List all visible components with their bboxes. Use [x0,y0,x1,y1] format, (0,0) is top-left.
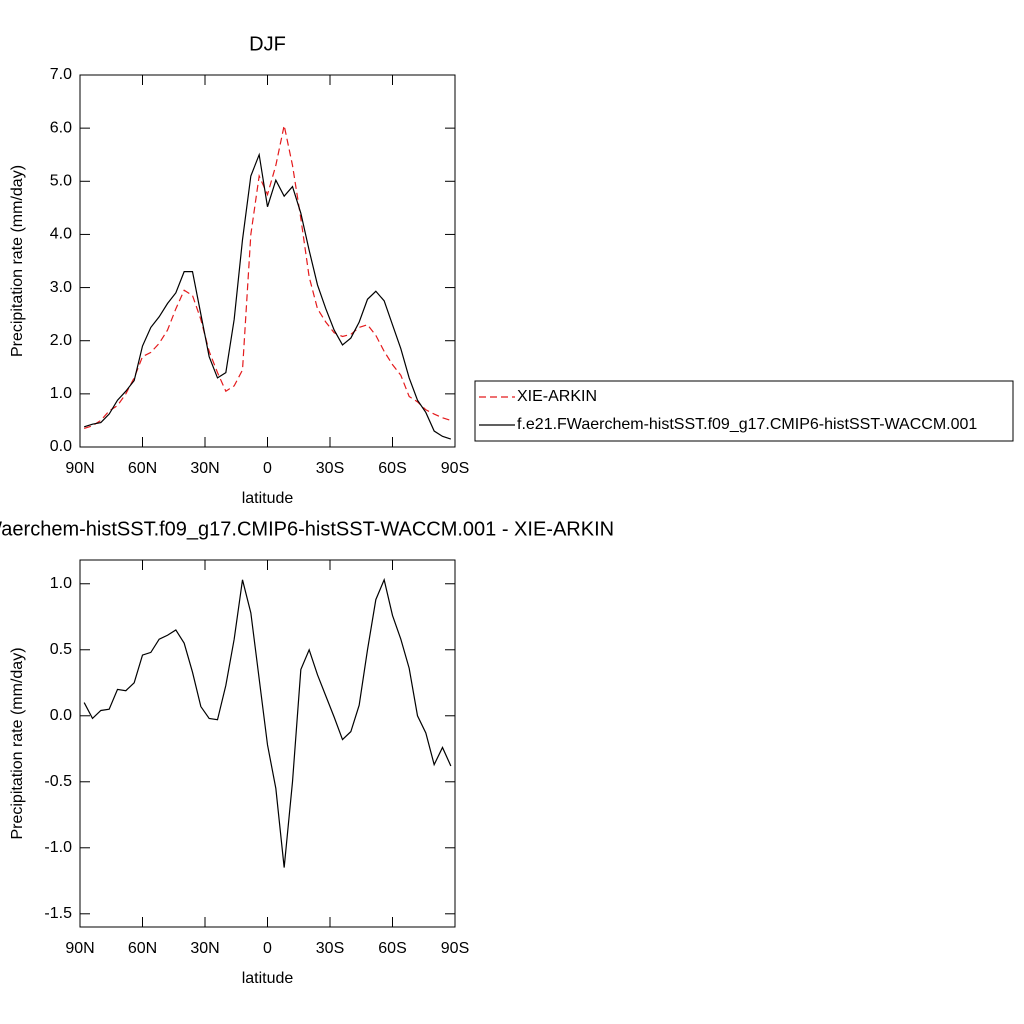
chart-title: f.e21.FWaerchem-histSST.f09_g17.CMIP6-hi… [0,518,614,540]
y-tick-label: 2.0 [50,332,72,349]
x-tick-label: 60S [378,940,406,957]
x-axis-label: latitude [242,490,294,507]
y-tick-label: 0.5 [50,641,72,658]
legend-label: f.e21.FWaerchem-histSST.f09_g17.CMIP6-hi… [517,416,977,433]
x-tick-label: 30S [316,940,344,957]
data-line [83,577,452,868]
x-tick-label: 90N [65,940,94,957]
x-tick-label: 60S [378,460,406,477]
x-tick-label: 60N [128,940,157,957]
y-axis-label: Precipitation rate (mm/day) [9,647,26,839]
x-tick-label: 0 [263,940,272,957]
x-tick-label: 90N [65,460,94,477]
y-tick-label: 1.0 [50,575,72,592]
y-tick-label: 3.0 [50,279,72,296]
x-tick-label: 30N [190,940,219,957]
x-tick-label: 90S [441,460,469,477]
data-line [83,125,452,429]
chart-title: DJF [249,33,286,55]
y-tick-label: -1.5 [44,905,72,922]
y-tick-label: 6.0 [50,119,72,136]
x-tick-label: 90S [441,940,469,957]
x-tick-label: 30N [190,460,219,477]
legend-label: XIE-ARKIN [517,388,597,405]
x-tick-label: 60N [128,460,157,477]
y-axis-label: Precipitation rate (mm/day) [9,165,26,357]
y-tick-label: 4.0 [50,226,72,243]
plot-frame [79,559,456,928]
y-tick-label: 5.0 [50,173,72,190]
y-tick-label: 7.0 [50,66,72,83]
y-tick-label: 1.0 [50,385,72,402]
y-tick-label: 0.0 [50,707,72,724]
y-tick-label: -0.5 [44,773,72,790]
x-axis-label: latitude [242,970,294,987]
x-tick-label: 30S [316,460,344,477]
x-tick-label: 0 [263,460,272,477]
data-line [83,152,452,440]
legend-box [474,380,1014,442]
y-tick-label: 0.0 [50,438,72,455]
y-tick-label: -1.0 [44,839,72,856]
plot-frame [79,74,456,448]
